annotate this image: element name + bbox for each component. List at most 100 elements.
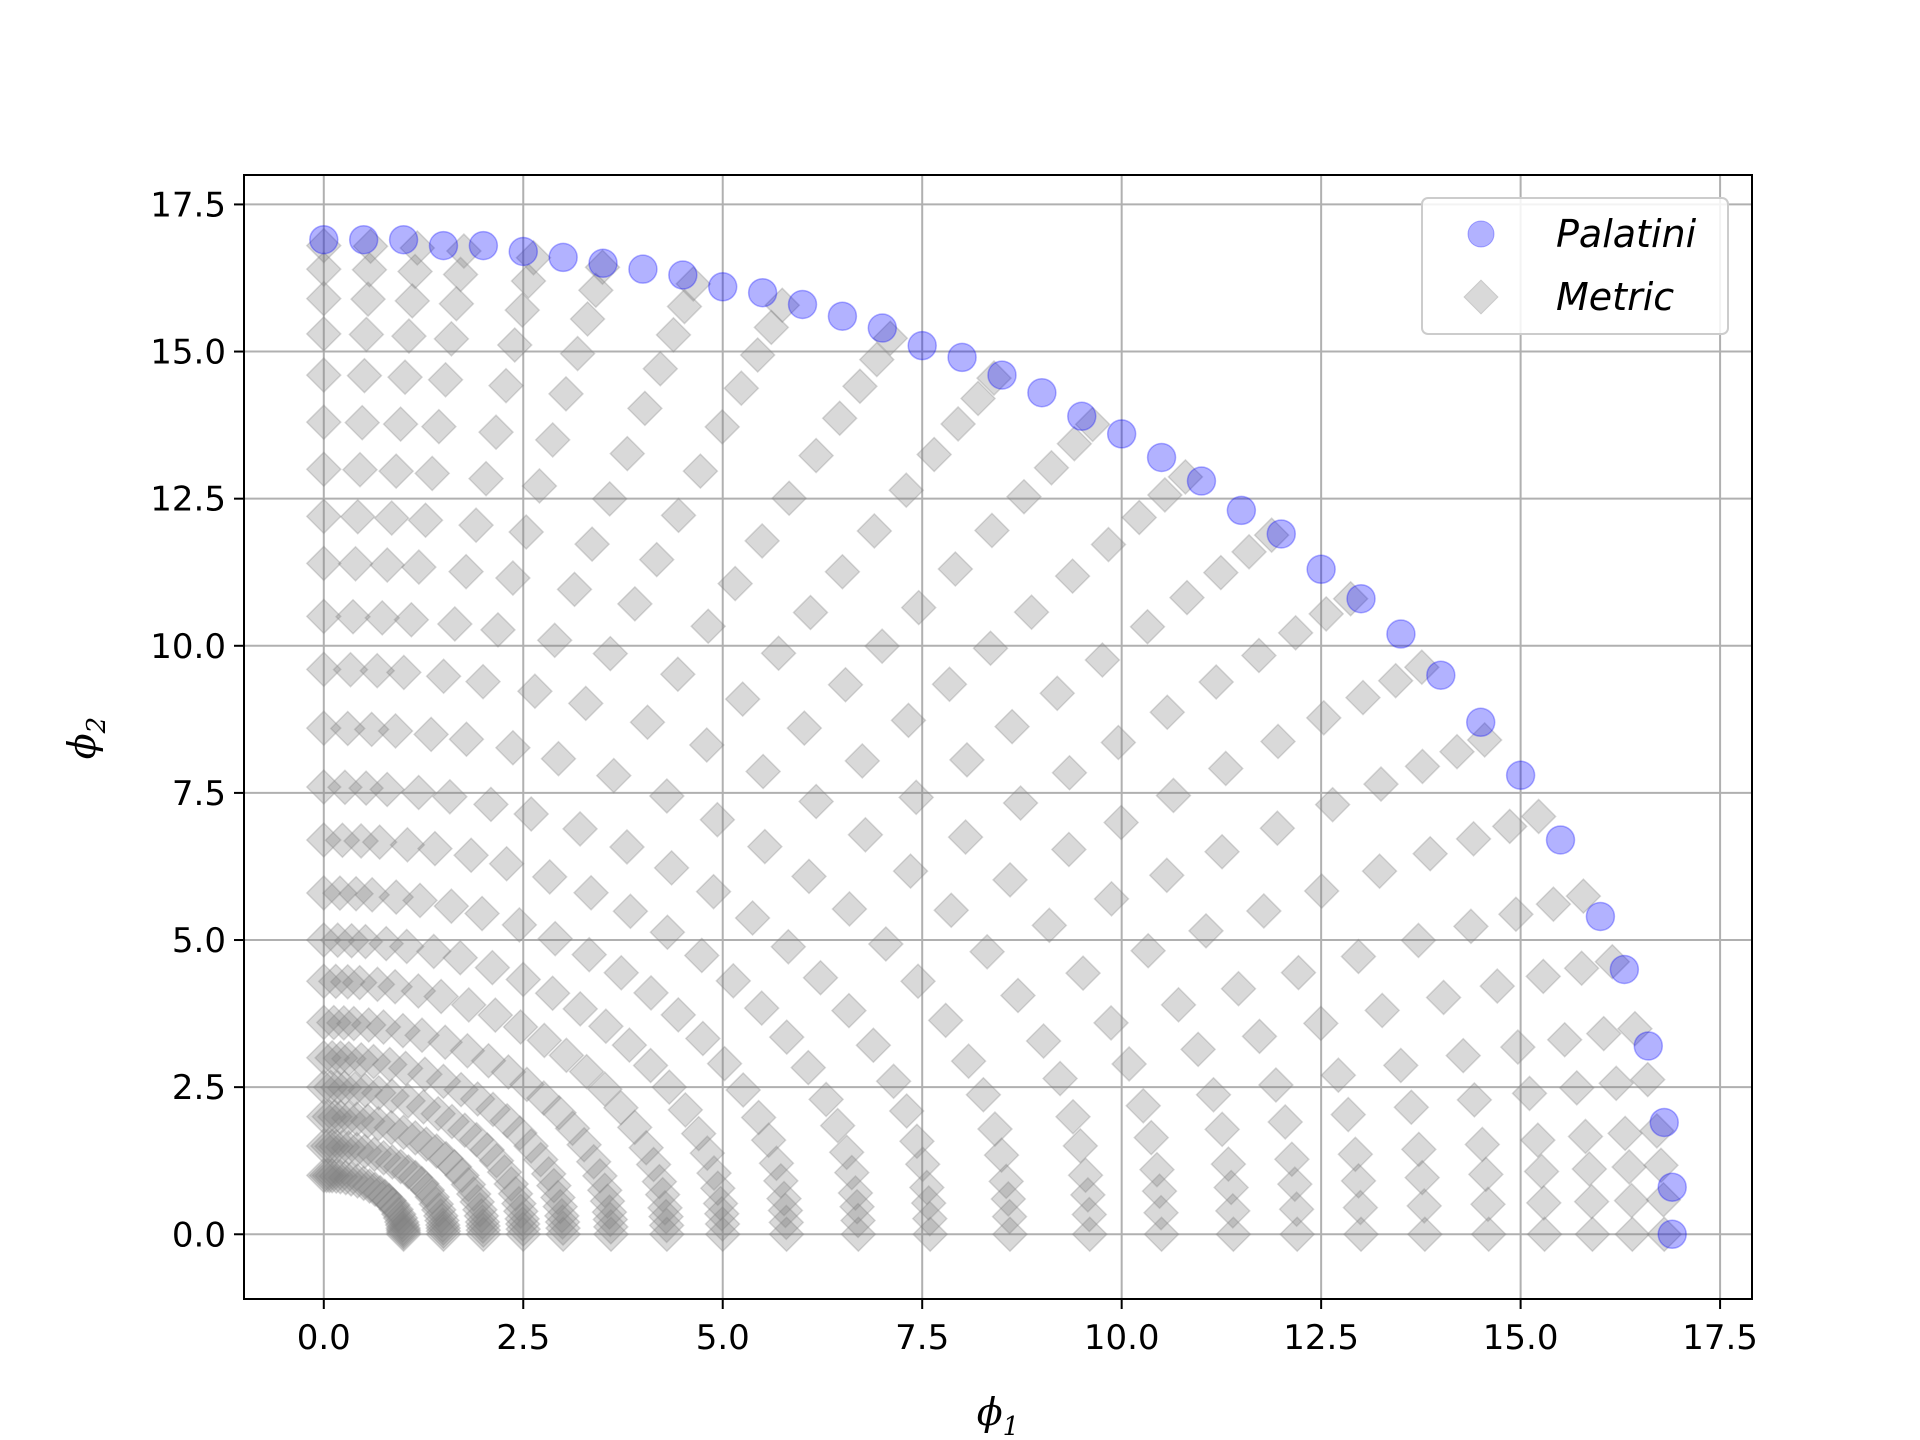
metric-point bbox=[790, 858, 828, 895]
metric-point bbox=[453, 837, 490, 874]
metric-point bbox=[305, 357, 342, 394]
metric-point bbox=[505, 1216, 542, 1253]
x-tick-label: 5.0 bbox=[696, 1318, 750, 1358]
metric-point bbox=[632, 974, 670, 1011]
metric-point bbox=[305, 651, 342, 688]
metric-point bbox=[385, 1114, 422, 1151]
metric-point bbox=[858, 341, 895, 378]
palatini-point bbox=[1106, 419, 1137, 449]
metric-point bbox=[1320, 1057, 1357, 1094]
metric-point bbox=[770, 928, 807, 965]
metric-point bbox=[864, 628, 901, 665]
metric-point bbox=[740, 1099, 777, 1136]
y-tick-label: 17.5 bbox=[150, 185, 226, 225]
metric-point bbox=[513, 1127, 550, 1165]
metric-point bbox=[418, 1133, 455, 1170]
metric-point bbox=[305, 280, 342, 317]
metric-point bbox=[1207, 750, 1244, 787]
metric-point bbox=[394, 282, 431, 319]
palatini-point bbox=[468, 230, 499, 261]
metric-point bbox=[973, 512, 1010, 549]
metric-point bbox=[682, 453, 719, 490]
metric-point bbox=[1574, 1216, 1611, 1253]
metric-point bbox=[1031, 907, 1068, 944]
metric-point bbox=[1523, 1153, 1560, 1190]
metric-point bbox=[589, 1183, 626, 1220]
metric-point bbox=[536, 622, 573, 659]
metric-point bbox=[1167, 458, 1204, 495]
metric-point bbox=[489, 1102, 526, 1139]
x-axis-title-subscript: 1 bbox=[1003, 1412, 1020, 1440]
metric-point bbox=[1215, 1216, 1252, 1253]
metric-point bbox=[717, 565, 754, 602]
metric-point bbox=[464, 1203, 501, 1240]
metric-point bbox=[715, 962, 752, 999]
metric-point bbox=[1466, 721, 1503, 758]
metric-point bbox=[706, 1045, 743, 1082]
metric-point bbox=[305, 315, 342, 352]
metric-point bbox=[544, 1210, 582, 1247]
metric-point bbox=[545, 1216, 582, 1253]
metric-point bbox=[1259, 723, 1297, 760]
metric-point bbox=[1377, 662, 1414, 699]
metric-point bbox=[760, 635, 797, 672]
metric-point bbox=[649, 914, 686, 951]
metric-point bbox=[459, 1080, 496, 1118]
metric-point bbox=[316, 1098, 353, 1135]
metric-point bbox=[373, 500, 410, 537]
metric-point bbox=[603, 954, 640, 991]
metric-point bbox=[501, 906, 538, 943]
metric-point bbox=[515, 239, 552, 276]
metric-point bbox=[703, 1195, 740, 1232]
x-tick-label: 15.0 bbox=[1483, 1318, 1559, 1358]
metric-point bbox=[547, 375, 585, 412]
metric-point bbox=[790, 1049, 827, 1086]
metric-point bbox=[1469, 1186, 1507, 1223]
metric-point bbox=[592, 1216, 630, 1253]
metric-point bbox=[833, 1154, 870, 1191]
metric-point bbox=[602, 1089, 639, 1126]
metric-point bbox=[581, 1157, 618, 1194]
metric-point bbox=[472, 786, 509, 823]
legend-palatini-marker bbox=[1467, 220, 1495, 248]
metric-point bbox=[831, 890, 868, 927]
metric-point bbox=[438, 285, 475, 322]
metric-point bbox=[326, 769, 363, 806]
metric-point bbox=[378, 879, 415, 916]
metric-point bbox=[792, 594, 829, 631]
metric-point bbox=[1051, 754, 1088, 791]
metric-point bbox=[513, 795, 550, 833]
metric-point bbox=[684, 1020, 721, 1057]
metric-point bbox=[450, 1166, 487, 1203]
metric-point bbox=[332, 651, 369, 688]
metric-point bbox=[341, 964, 378, 1001]
metric-point bbox=[1214, 1192, 1251, 1229]
metric-point bbox=[840, 1216, 877, 1253]
metric-point bbox=[666, 288, 703, 325]
metric-point bbox=[768, 1019, 805, 1056]
metric-point bbox=[768, 1204, 805, 1241]
metric-point bbox=[1273, 1141, 1310, 1178]
metric-point bbox=[427, 361, 464, 398]
metric-point bbox=[365, 1009, 402, 1046]
metric-point bbox=[635, 1146, 672, 1183]
metric-point bbox=[1103, 804, 1140, 841]
metric-point bbox=[530, 1155, 567, 1192]
metric-point bbox=[1279, 1216, 1316, 1253]
metric-point bbox=[734, 899, 771, 937]
y-tick-label: 5.0 bbox=[172, 921, 226, 961]
metric-point bbox=[1278, 1191, 1315, 1228]
metric-point bbox=[427, 1024, 464, 1061]
metric-point bbox=[744, 522, 781, 559]
palatini-point bbox=[1505, 760, 1536, 791]
metric-point bbox=[329, 710, 366, 747]
metric-point bbox=[1149, 694, 1186, 731]
metric-point bbox=[1646, 1216, 1683, 1253]
metric-point bbox=[1638, 1112, 1675, 1149]
metric-point bbox=[442, 939, 479, 976]
metric-point bbox=[1050, 831, 1087, 868]
metric-point bbox=[1343, 1216, 1380, 1253]
metric-point bbox=[354, 876, 391, 913]
metric-point bbox=[1143, 1216, 1180, 1253]
metric-point bbox=[522, 1141, 559, 1178]
